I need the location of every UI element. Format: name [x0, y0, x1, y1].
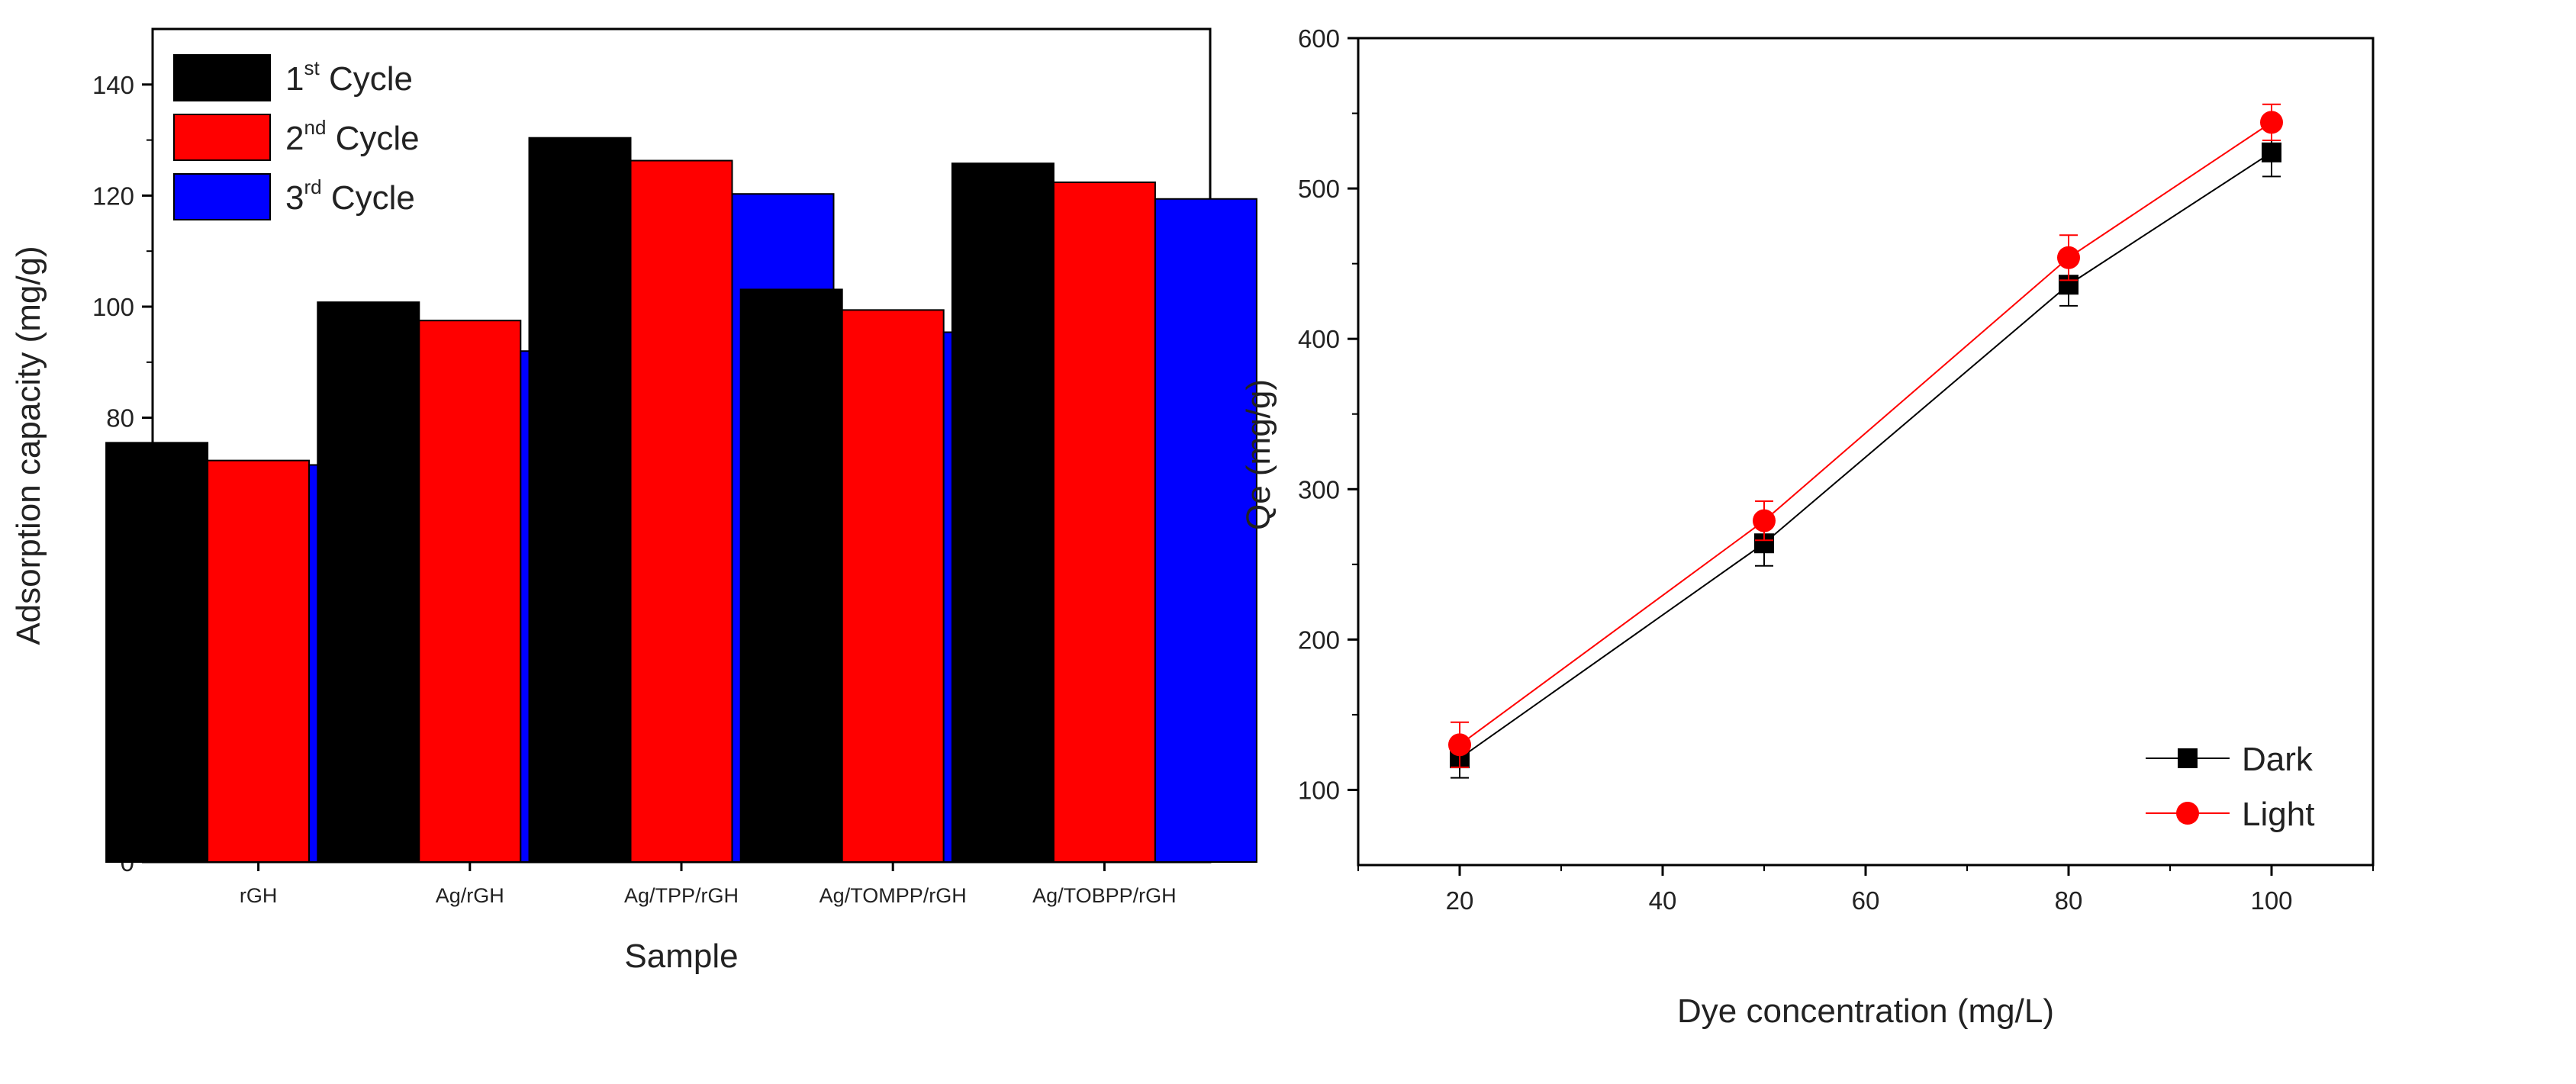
bar-y-tick-label-140: 140 [92, 71, 134, 99]
line-axis-ticks: 100 200 300 400 500 600 20 40 60 80 100 [1298, 24, 2374, 915]
legend-marker-light [2176, 802, 2199, 825]
line-y-tick-label-100: 100 [1298, 776, 1340, 804]
bar-legend: 1st Cycle 2nd Cycle 3rd Cycle [173, 54, 420, 220]
line-y-tick-label-600: 600 [1298, 24, 1340, 53]
bar-x-tick-label-rgh: rGH [240, 884, 278, 907]
bar-marks [105, 137, 1257, 864]
bar-2nd-cycle-ag-tompp-rgh [841, 309, 945, 864]
line-chart-panel: 100 200 300 400 500 600 20 40 60 80 100 Dye concen… [1240, 24, 2375, 1030]
legend-entry-light: Light [2146, 796, 2314, 833]
line-x-tick-label-60: 60 [1852, 886, 1880, 915]
line-y-tick-label-400: 400 [1298, 325, 1340, 353]
bar-1st-cycle-ag-rgh [317, 301, 420, 863]
line-y-tick-label-300: 300 [1298, 475, 1340, 503]
point-light-50 [1753, 509, 1776, 532]
bar-y-tick-label-120: 120 [92, 182, 134, 210]
legend-label-light: Light [2242, 796, 2314, 833]
svg-text:1st Cycle: 1st Cycle [285, 56, 413, 98]
line-y-tick-label-200: 200 [1298, 626, 1340, 654]
legend-label-1st-sup: st [304, 56, 320, 79]
legend-swatch-2nd-cycle [173, 114, 271, 161]
bar-1st-cycle-ag-tpp-rgh [528, 137, 632, 864]
point-light-80 [2057, 246, 2080, 269]
bar-2nd-cycle-ag-tpp-rgh [630, 159, 733, 863]
bar-3rd-cycle-ag-tobpp-rgh [1154, 198, 1257, 863]
bar-chart-panel: 020406080100120140 rGHAg/rGHAg/TPP/rGHAg… [10, 27, 1257, 975]
line-x-axis-title: Dye concentration (mg/L) [1677, 992, 2054, 1030]
legend-label-3rd-sup: rd [304, 175, 321, 198]
bar-1st-cycle-rgh [105, 442, 209, 863]
legend-swatch-1st-cycle [173, 54, 271, 101]
bar-x-tick-label-ag-tobpp-rgh: Ag/TOBPP/rGH [1032, 884, 1177, 907]
bar-y-axis-title: Adsorption capacity (mg/g) [10, 246, 47, 645]
svg-text:2nd Cycle: 2nd Cycle [285, 116, 420, 157]
legend-label-2nd-main: 2 [285, 120, 304, 157]
line-series-marks [1448, 103, 2283, 779]
bar-x-tick-label-ag-tpp-rgh: Ag/TPP/rGH [624, 884, 739, 907]
legend-entry-2nd-cycle: 2nd Cycle [173, 114, 420, 161]
bar-x-axis-title: Sample [624, 938, 738, 975]
point-light-100 [2260, 111, 2283, 134]
legend-swatch-3rd-cycle [173, 173, 271, 220]
point-light-20 [1448, 733, 1471, 757]
legend-label-3rd-main: 3 [285, 179, 304, 217]
bar-2nd-cycle-ag-rgh [418, 320, 522, 863]
line-legend: Dark Light [2146, 741, 2314, 833]
line-plot-frame [1357, 37, 2375, 867]
legend-label-1st-tail: Cycle [320, 60, 413, 98]
line-series-light [1459, 121, 2272, 746]
bar-1st-cycle-ag-tobpp-rgh [951, 162, 1055, 863]
legend-entry-dark: Dark [2146, 741, 2314, 778]
line-y-axis-title: Qe (mg/g) [1240, 379, 1277, 530]
legend-label-1st-main: 1 [285, 60, 304, 98]
legend-label-2nd-tail: Cycle [326, 120, 419, 157]
legend-label-2nd-sup: nd [304, 116, 326, 139]
line-x-tick-label-20: 20 [1446, 886, 1474, 915]
legend-entry-1st-cycle: 1st Cycle [173, 54, 413, 101]
bar-y-tick-label-80: 80 [106, 404, 134, 433]
bar-2nd-cycle-rgh [207, 459, 311, 863]
line-x-tick-label-80: 80 [2055, 886, 2083, 915]
legend-marker-dark [2178, 748, 2198, 768]
bar-y-tick-label-100: 100 [92, 293, 134, 321]
legend-label-3rd-tail: Cycle [322, 179, 415, 217]
bar-2nd-cycle-ag-tobpp-rgh [1052, 181, 1156, 864]
bar-x-tick-label-ag-tompp-rgh: Ag/TOMPP/rGH [819, 884, 967, 907]
bar-category-labels: rGH Ag/rGH Ag/TPP/rGH Ag/TOMPP/rGH Ag/TOBPP/… [240, 862, 1177, 907]
point-dark-100 [2262, 142, 2281, 162]
legend-label-dark: Dark [2242, 741, 2314, 778]
line-x-tick-label-100: 100 [2250, 886, 2292, 915]
bar-x-tick-label-ag-rgh: Ag/rGH [436, 884, 504, 907]
line-y-tick-label-500: 500 [1298, 175, 1340, 203]
bar-1st-cycle-ag-tompp-rgh [739, 288, 843, 863]
svg-text:3rd Cycle: 3rd Cycle [285, 175, 415, 217]
legend-entry-3rd-cycle: 3rd Cycle [173, 173, 415, 220]
line-x-tick-label-40: 40 [1649, 886, 1677, 915]
line-series-dark [1459, 151, 2272, 759]
